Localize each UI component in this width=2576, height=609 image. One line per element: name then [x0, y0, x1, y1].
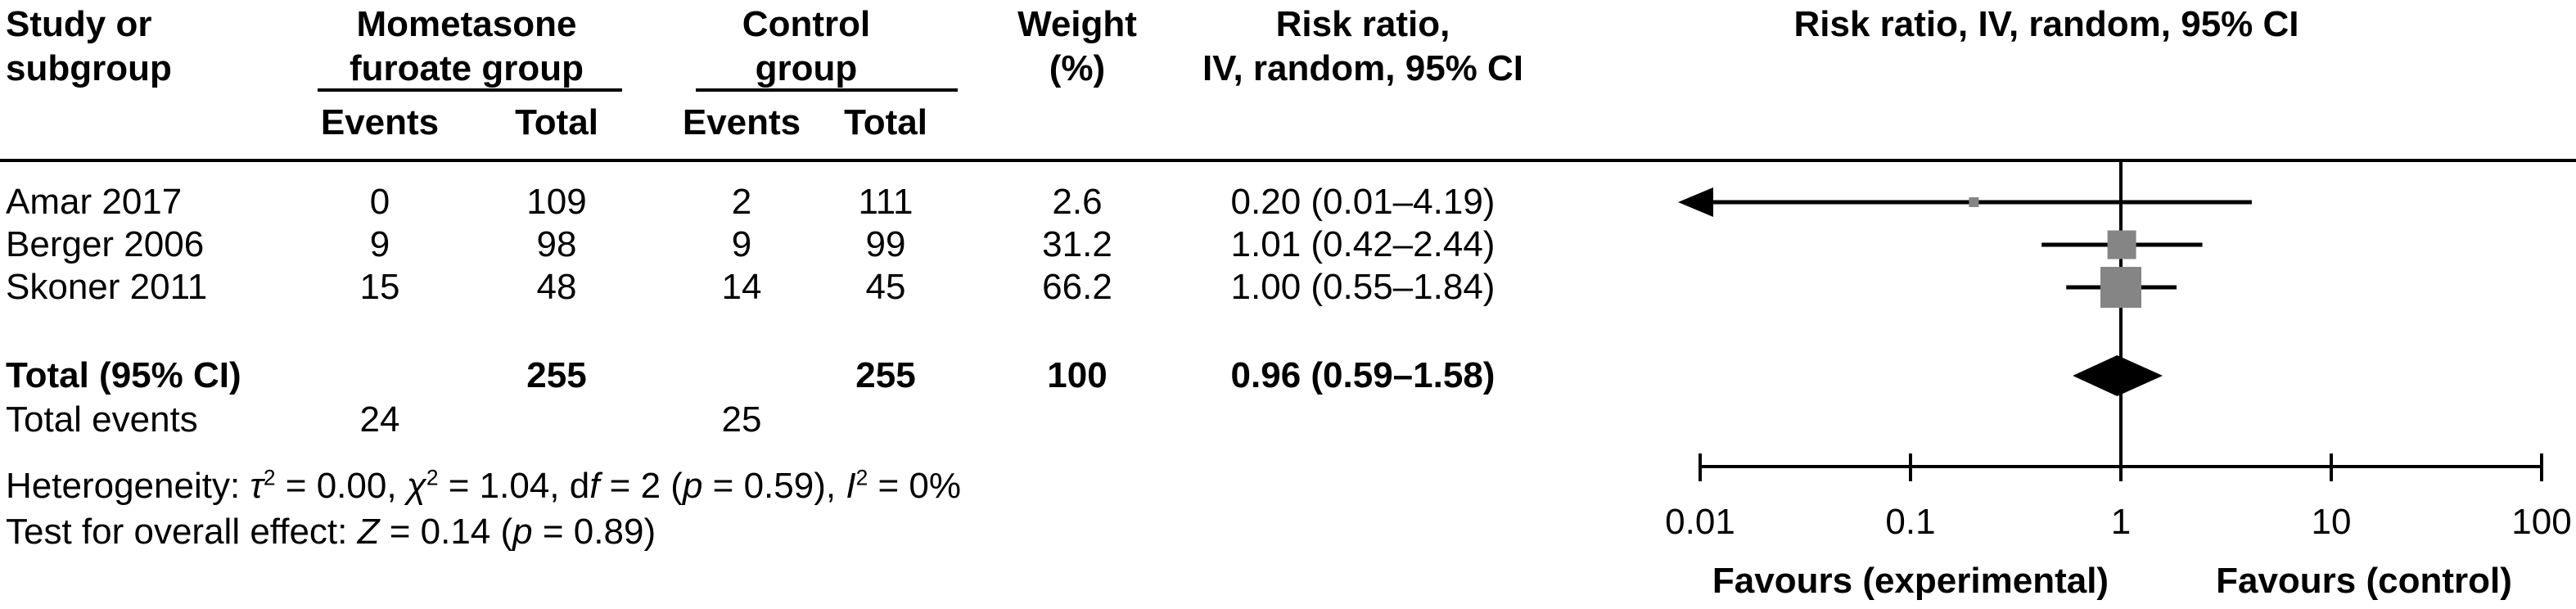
study-rr-ci: 0.20 (0.01–4.19)	[1230, 182, 1496, 222]
x-tick-label: 0.01	[1665, 502, 1735, 542]
x-axis-tick	[2119, 453, 2123, 481]
study-total1: 48	[536, 267, 577, 307]
study-name: Berger 2006	[6, 224, 205, 264]
ci-beyond-scale-arrow	[1678, 187, 1713, 217]
x-axis-tick	[2330, 453, 2333, 481]
x-tick-label: 1	[2110, 502, 2132, 542]
text-segment: 2	[426, 465, 439, 490]
study-events2: 2	[731, 182, 752, 222]
total-total2: 255	[855, 355, 916, 395]
x-axis-tick	[1699, 453, 1702, 481]
header-weight-line1: Weight	[1017, 4, 1137, 44]
null-effect-line	[2119, 162, 2123, 481]
text-segment: Z	[357, 512, 380, 552]
text-segment: 2	[855, 465, 868, 490]
favours-control-label: Favours (control)	[2216, 561, 2512, 601]
study-weight-square	[1969, 197, 1979, 207]
total-rr-ci: 0.96 (0.59–1.58)	[1230, 355, 1496, 395]
text-segment: τ	[250, 466, 264, 506]
group2-underline	[696, 88, 958, 92]
header-group1-line1: Mometasone	[356, 4, 577, 44]
header-weight-line2: (%)	[1049, 48, 1106, 88]
study-events1: 0	[369, 182, 390, 222]
subheader-total-group1: Total	[515, 102, 598, 142]
study-total2: 111	[858, 182, 914, 222]
study-total2: 99	[865, 224, 906, 264]
text-segment: f	[589, 466, 600, 506]
study-events1: 9	[369, 224, 390, 264]
x-tick-label: 100	[2511, 502, 2572, 542]
header-rr-line1: Risk ratio,	[1275, 4, 1450, 44]
header-group2-line2: group	[755, 48, 858, 88]
x-axis-tick	[2540, 453, 2543, 481]
study-total2: 45	[865, 267, 906, 307]
study-rr-ci: 1.01 (0.42–2.44)	[1230, 224, 1496, 264]
study-events2: 9	[731, 224, 752, 264]
overall-effect-text: Test for overall effect: Z = 0.14 (p = 0…	[6, 511, 656, 553]
total-events-group1: 24	[359, 399, 400, 440]
header-study-line2: subgroup	[6, 48, 172, 88]
text-segment: Test for overall effect:	[6, 512, 358, 552]
text-segment: = 0.00,	[275, 466, 407, 506]
total-effect-diamond	[2073, 355, 2163, 396]
text-segment: = 0.89)	[532, 512, 656, 552]
study-rr-ci: 1.00 (0.55–1.84)	[1230, 267, 1496, 307]
study-events2: 14	[721, 267, 762, 307]
study-events1: 15	[359, 267, 400, 307]
subheader-events-group2: Events	[682, 102, 801, 142]
text-segment: p	[682, 466, 703, 506]
subheader-total-group2: Total	[844, 102, 927, 142]
text-segment: = 0.14 (	[379, 512, 513, 552]
study-total1: 98	[536, 224, 577, 264]
text-segment: = 1.04, d	[438, 466, 590, 506]
text-segment: p	[512, 512, 533, 552]
text-segment: Heterogeneity:	[6, 466, 250, 506]
study-name: Skoner 2011	[6, 267, 208, 307]
header-rr-line2: IV, random, 95% CI	[1202, 48, 1524, 88]
header-group1-line2: furoate group	[350, 48, 584, 88]
total-label: Total (95% CI)	[6, 355, 241, 395]
group1-underline	[318, 88, 622, 92]
study-weight: 66.2	[1042, 267, 1112, 307]
total-events-label: Total events	[6, 399, 198, 440]
study-weight-square	[2107, 230, 2136, 259]
total-weight: 100	[1047, 355, 1108, 395]
text-segment: = 0.59),	[702, 466, 846, 506]
study-weight: 2.6	[1052, 182, 1103, 222]
text-segment: χ	[406, 466, 426, 506]
heterogeneity-text: Heterogeneity: τ2 = 0.00, χ2 = 1.04, df …	[6, 465, 961, 508]
header-study-line1: Study or	[6, 4, 152, 44]
x-axis-tick	[1909, 453, 1912, 481]
study-weight-square	[2100, 267, 2141, 308]
study-name: Amar 2017	[6, 182, 183, 222]
total-events-group2: 25	[721, 399, 762, 440]
x-tick-label: 0.1	[1885, 502, 1936, 542]
text-segment: = 0%	[868, 466, 961, 506]
study-weight: 31.2	[1042, 224, 1112, 264]
header-group2-line1: Control	[742, 4, 871, 44]
text-segment: = 2 (	[599, 466, 683, 506]
subheader-events-group1: Events	[320, 102, 440, 142]
text-segment: I	[846, 466, 856, 506]
header-rule	[0, 159, 2576, 162]
x-tick-label: 10	[2311, 502, 2352, 542]
text-segment: 2	[263, 465, 276, 490]
total-total1: 255	[526, 355, 587, 395]
plot-title: Risk ratio, IV, random, 95% CI	[1793, 4, 2299, 44]
confidence-interval-line	[1712, 200, 2252, 205]
study-total1: 109	[526, 182, 587, 222]
favours-experimental-label: Favours (experimental)	[1712, 561, 2109, 601]
